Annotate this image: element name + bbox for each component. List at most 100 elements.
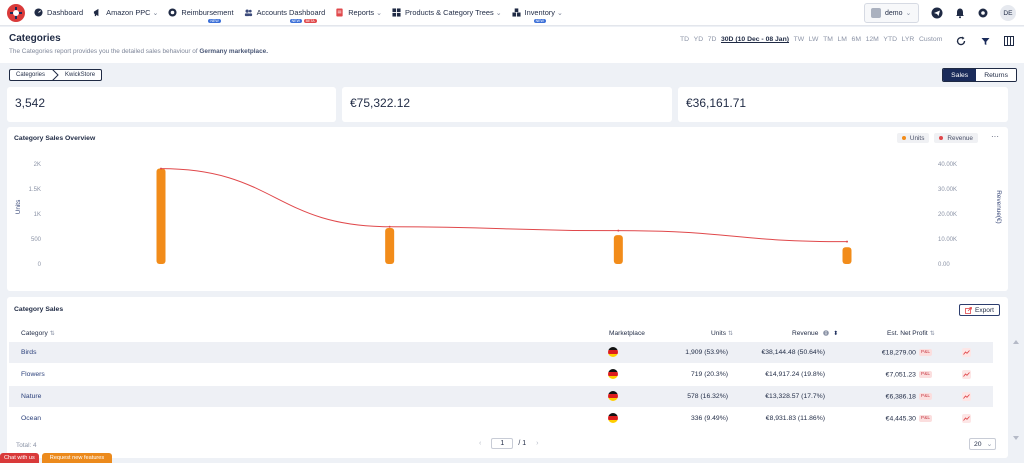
kpi-units-card: 3,542 [7, 87, 336, 122]
column-header-revenue[interactable]: Revenue ⬍ [792, 330, 838, 337]
pl-badge[interactable]: P&L [918, 371, 932, 378]
y-left-tick-label: 1K [34, 212, 41, 218]
revenue-value: €8,931.83 (11.86%) [765, 415, 825, 422]
page-input[interactable]: 1 [491, 438, 514, 449]
germany-flag-icon [608, 347, 618, 357]
column-header-category[interactable]: Category ⇅ [21, 330, 55, 337]
revenue-point [846, 240, 848, 243]
nav-accounts-dashboard[interactable]: Accounts Dashboard NEW BETA [244, 8, 326, 23]
app-logo-icon[interactable] [6, 3, 26, 23]
table-row[interactable]: Flowers 719 (20.3%) €14,917.24 (19.8%) €7,0… [9, 364, 993, 385]
trend-icon[interactable] [962, 348, 971, 357]
category-name[interactable]: Flowers [21, 371, 45, 378]
units-value: 1,909 (53.9%) [685, 349, 728, 356]
column-marketplace-label: Marketplace [609, 330, 645, 337]
table-row[interactable]: Ocean 336 (9.49%) €8,931.83 (11.86%) €4,445… [9, 408, 993, 429]
telegram-icon[interactable] [931, 7, 943, 19]
legend-revenue-label: Revenue [947, 134, 973, 142]
period-option[interactable]: LW [808, 36, 819, 43]
account-switcher[interactable]: demo ⌄ [864, 3, 919, 23]
sales-tab[interactable]: Sales [943, 69, 977, 81]
nav-reports-label: Reports [348, 8, 375, 17]
grid-icon [392, 8, 401, 17]
more-options-icon[interactable]: ··· [991, 132, 999, 141]
trend-icon[interactable] [962, 392, 971, 401]
refresh-button[interactable] [954, 34, 968, 48]
nav-inventory-label: Inventory [524, 8, 555, 17]
y-left-tick-label: 0 [38, 262, 42, 268]
columns-button[interactable] [1002, 34, 1016, 48]
filter-button[interactable] [978, 34, 992, 48]
chevron-down-icon: ⌄ [905, 10, 912, 17]
y-right-tick-label: 10.00K [938, 237, 957, 243]
nav-products-category-trees[interactable]: Products & Category Trees ⌄ [392, 8, 502, 17]
kpi-revenue-value: €75,322.12 [350, 96, 411, 110]
trend-icon[interactable] [962, 370, 971, 379]
chevron-down-icon: ⌄ [556, 9, 563, 17]
legend-units[interactable]: Units [896, 133, 930, 143]
gear-icon[interactable] [977, 7, 989, 19]
pl-badge[interactable]: P&L [918, 349, 932, 356]
period-option[interactable]: YD [693, 36, 704, 43]
columns-icon [1004, 36, 1014, 46]
page-total: / 1 [518, 440, 527, 447]
table-scrollbar[interactable] [1013, 340, 1019, 440]
period-option[interactable]: YTD [883, 36, 898, 43]
nav-reimbursement[interactable]: Reimbursement NEW [168, 8, 234, 23]
column-header-marketplace: Marketplace [609, 330, 645, 337]
bell-icon[interactable] [954, 7, 966, 19]
page-title: Categories [9, 33, 61, 44]
nav-dashboard[interactable]: Dashboard [34, 8, 83, 17]
profit-value: €7,051.23 [885, 371, 916, 379]
category-name[interactable]: Ocean [21, 415, 42, 422]
chat-with-us-button[interactable]: Chat with us [0, 453, 39, 463]
table-row[interactable]: Birds 1,909 (53.9%) €38,144.48 (50.64%) €18… [9, 342, 993, 363]
prev-page-button[interactable]: ‹ [479, 440, 482, 447]
sort-icon: ⇅ [49, 331, 55, 337]
germany-flag-icon [608, 391, 618, 401]
profit-cell: €7,051.23 P&L [886, 371, 932, 378]
period-option[interactable]: LYR [901, 36, 915, 43]
next-page-button[interactable]: › [536, 440, 539, 447]
period-option[interactable]: 12M [865, 36, 879, 43]
column-header-profit[interactable]: Est. Net Profit ⇅ [887, 330, 935, 337]
sort-desc-icon: ⬍ [833, 331, 839, 337]
period-option[interactable]: LM [837, 36, 847, 43]
info-icon[interactable] [823, 330, 830, 337]
trend-icon[interactable] [962, 414, 971, 423]
column-header-units[interactable]: Units ⇅ [711, 330, 733, 337]
breadcrumb-kwickstore[interactable]: KwickStore [65, 72, 96, 78]
kpi-profit-card: €36,161.71 [678, 87, 1008, 122]
period-option[interactable]: TM [823, 36, 833, 43]
period-option[interactable]: TW [793, 36, 805, 43]
legend-units-dot [901, 136, 906, 140]
pl-badge[interactable]: P&L [918, 393, 932, 400]
category-name[interactable]: Nature [21, 393, 42, 400]
nav-reports[interactable]: Reports ⌄ [335, 8, 382, 17]
period-option[interactable]: 6M [851, 36, 861, 43]
breadcrumb-categories[interactable]: Categories [16, 72, 46, 78]
pl-badge[interactable]: P&L [918, 415, 932, 422]
returns-tab[interactable]: Returns [976, 69, 1016, 81]
legend-revenue[interactable]: Revenue [934, 133, 978, 143]
units-bar [613, 235, 623, 264]
period-option[interactable]: Custom [918, 36, 943, 43]
nav-accounts-dashboard-label: Accounts Dashboard [256, 8, 326, 17]
inventory-icon [512, 8, 521, 17]
support-bar: Chat with us Request new features [0, 453, 113, 463]
column-revenue-label: Revenue [792, 330, 819, 337]
nav-amazon-ppc[interactable]: Amazon PPC ⌄ [93, 8, 158, 17]
period-option[interactable]: 30D (10 Dec - 08 Jan) [721, 36, 790, 43]
page-size-select[interactable]: 20 ⌄ [969, 438, 996, 450]
period-selector: TD YD 7D 30D (10 Dec - 08 Jan) TW LW TM LM 6M 12M… [680, 36, 947, 43]
table-row[interactable]: Nature 578 (16.32%) €13,328.57 (17.7%) €6,3… [9, 386, 993, 407]
category-name[interactable]: Birds [21, 349, 37, 356]
nav-inventory[interactable]: Inventory ⌄ NEW [512, 8, 563, 23]
user-avatar[interactable]: DE [1000, 5, 1016, 21]
beta-badge: BETA [303, 19, 317, 23]
export-button[interactable]: Export [958, 304, 1000, 316]
period-option[interactable]: TD [680, 36, 690, 43]
request-features-button[interactable]: Request new features [41, 453, 113, 463]
units-value: 336 (9.49%) [690, 415, 728, 422]
period-option[interactable]: 7D [707, 36, 717, 43]
